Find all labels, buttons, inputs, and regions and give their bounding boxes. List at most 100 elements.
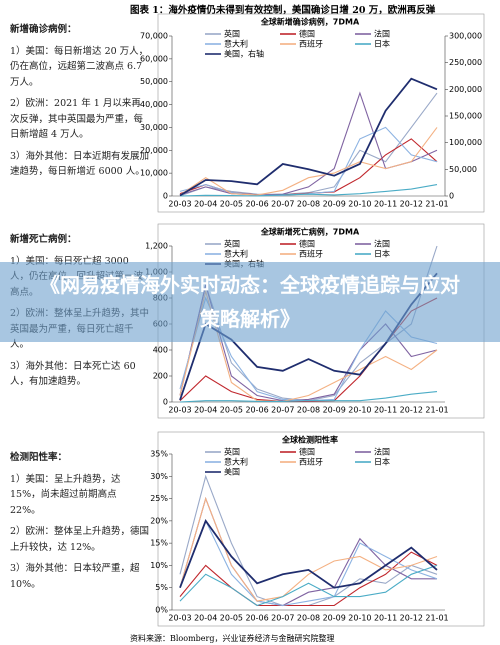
x-tick-label: 20-09 (323, 406, 346, 415)
x-tick-label: 20-10 (348, 200, 371, 209)
note-heading: 新增确诊病例： (10, 24, 77, 35)
series-line (179, 519, 438, 589)
x-tick-label: 20-04 (194, 406, 217, 415)
legend-label: 美国，右轴 (224, 49, 264, 59)
y-tick-label: 50,000 (140, 77, 168, 86)
note-item: 1）美国：每日新增达 20 万人，仍在高位，远超第二波高点 6.7 万人。 (10, 45, 149, 88)
x-tick-label: 20-12 (400, 406, 423, 415)
y-tick-label: 20,000 (140, 146, 168, 155)
series-line (179, 564, 438, 607)
legend-label: 德国 (299, 239, 315, 249)
series-line (179, 551, 438, 607)
note-section: 新增确诊病例： 1）美国：每日新增达 20 万人，仍在高位，远超第二波高点 6.7… (10, 22, 150, 186)
x-tick-label: 20-03 (168, 614, 191, 623)
y-tick-label: 20% (150, 516, 168, 525)
series-line (179, 184, 438, 197)
note-section: 检测阳性率： 1）美国：呈上升趋势，达 15%，尚未超过前期高点 22%。 2）欧洲… (10, 450, 150, 598)
x-tick-label: 20-07 (271, 614, 294, 623)
chart-title: 全球新增确诊病例，7DMA (260, 17, 360, 27)
x-tick-label: 21-01 (425, 614, 448, 623)
y-tick-label: 40,000 (140, 100, 168, 109)
y-tick-label: 35% (150, 450, 168, 459)
x-tick-label: 20-10 (348, 614, 371, 623)
x-tick-label: 20-03 (168, 200, 191, 209)
y2-tick-label: 250,000 (449, 58, 482, 67)
legend-label: 日本 (374, 457, 390, 467)
header-title: 图表 1：海外疫情仍未得到有效控制，美国确诊日增 20 万，欧洲再反弹 (130, 5, 436, 16)
legend-label: 法国 (374, 447, 390, 457)
legend-label: 英国 (224, 239, 240, 249)
x-tick-label: 20-04 (194, 614, 217, 623)
y2-tick-label: 300,000 (449, 32, 482, 41)
note-heading: 新增死亡病例： (10, 234, 77, 245)
legend-label: 日本 (374, 249, 390, 259)
legend-label: 西班牙 (299, 39, 323, 49)
series-line (179, 496, 438, 602)
note-item: 3）海外其他：日本死亡达 60 人，有加速趋势。 (10, 360, 136, 388)
series-line (179, 496, 437, 607)
note-heading: 检测阳性率： (10, 452, 68, 463)
legend-label: 法国 (374, 239, 390, 249)
y-tick-label: 1,200 (145, 242, 168, 251)
x-tick-label: 20-11 (374, 614, 397, 623)
y2-tick-label: 100,000 (449, 138, 482, 147)
legend-label: 英国 (224, 29, 240, 39)
x-tick-label: 20-07 (271, 200, 294, 209)
x-tick-label: 20-12 (400, 200, 423, 209)
y2-tick-label: 0 (449, 192, 454, 201)
series-line (179, 289, 438, 402)
series-line (179, 127, 438, 196)
y-tick-label: 30% (150, 472, 168, 481)
source: 资料来源：Bloomberg，兴业证券经济与金融研究院整理 (130, 634, 335, 643)
note-item: 1）美国：呈上升趋势，达 15%，尚未超过前期高点 22%。 (10, 473, 121, 516)
x-tick-label: 20-09 (323, 200, 346, 209)
y-tick-label: 60,000 (140, 54, 168, 63)
y-tick-label: 0 (163, 192, 168, 201)
y-tick-label: 25% (150, 494, 168, 503)
x-tick-label: 20-06 (245, 200, 268, 209)
chart-title: 全球新增死亡病例，7DMA (260, 227, 360, 237)
x-tick-label: 20-11 (374, 406, 397, 415)
legend-label: 意大利 (224, 39, 248, 49)
banner: 《网易疫情海外实时动态：全球疫情追踪与应对策略解析》 (0, 262, 500, 342)
x-tick-label: 20-12 (400, 614, 423, 623)
y-tick-label: 10,000 (140, 169, 168, 178)
legend-label: 美国 (224, 467, 240, 477)
legend-label: 意大利 (224, 249, 248, 259)
y2-tick-label: 150,000 (449, 112, 482, 121)
y-tick-label: 0% (155, 606, 168, 615)
series-line (179, 519, 438, 607)
y-tick-label: 5% (155, 583, 168, 592)
x-tick-label: 20-05 (220, 200, 243, 209)
legend-label: 德国 (299, 29, 315, 39)
note-item: 2）欧洲：2021 年 1 月以来再次反弹，其中英国最为严重，每日新增超 4 万… (10, 98, 144, 140)
y2-tick-label: 50,000 (449, 165, 477, 174)
y-tick-label: 30,000 (140, 123, 168, 132)
legend-label: 西班牙 (299, 457, 323, 467)
legend-label: 德国 (299, 447, 315, 457)
x-tick-label: 20-05 (220, 406, 243, 415)
y-tick-label: 0 (163, 398, 168, 407)
x-tick-label: 20-08 (297, 200, 320, 209)
chart-frame (157, 13, 485, 213)
series-line (179, 391, 438, 403)
y-tick-label: 400 (153, 346, 168, 355)
chart-frame (157, 431, 485, 627)
legend-label: 西班牙 (299, 249, 323, 259)
x-tick-label: 20-04 (194, 200, 217, 209)
y-tick-label: 10% (150, 561, 168, 570)
x-tick-label: 21-01 (425, 406, 448, 415)
note-item: 3）海外其他：日本近期有发展加速趋势，每日新增近 6000 人。 (10, 150, 150, 178)
x-tick-label: 20-03 (168, 406, 191, 415)
x-tick-label: 20-08 (297, 614, 320, 623)
x-tick-label: 20-11 (374, 200, 397, 209)
y-tick-label: 70,000 (140, 32, 168, 41)
series-line (179, 474, 438, 607)
x-tick-label: 20-07 (271, 406, 294, 415)
x-tick-label: 20-05 (220, 614, 243, 623)
note-item: 2）欧洲：整体呈上升趋势，德国上升较快，达 12%。 (10, 526, 150, 553)
x-tick-label: 20-08 (297, 406, 320, 415)
x-tick-label: 21-01 (425, 200, 448, 209)
x-tick-label: 20-10 (348, 406, 371, 415)
